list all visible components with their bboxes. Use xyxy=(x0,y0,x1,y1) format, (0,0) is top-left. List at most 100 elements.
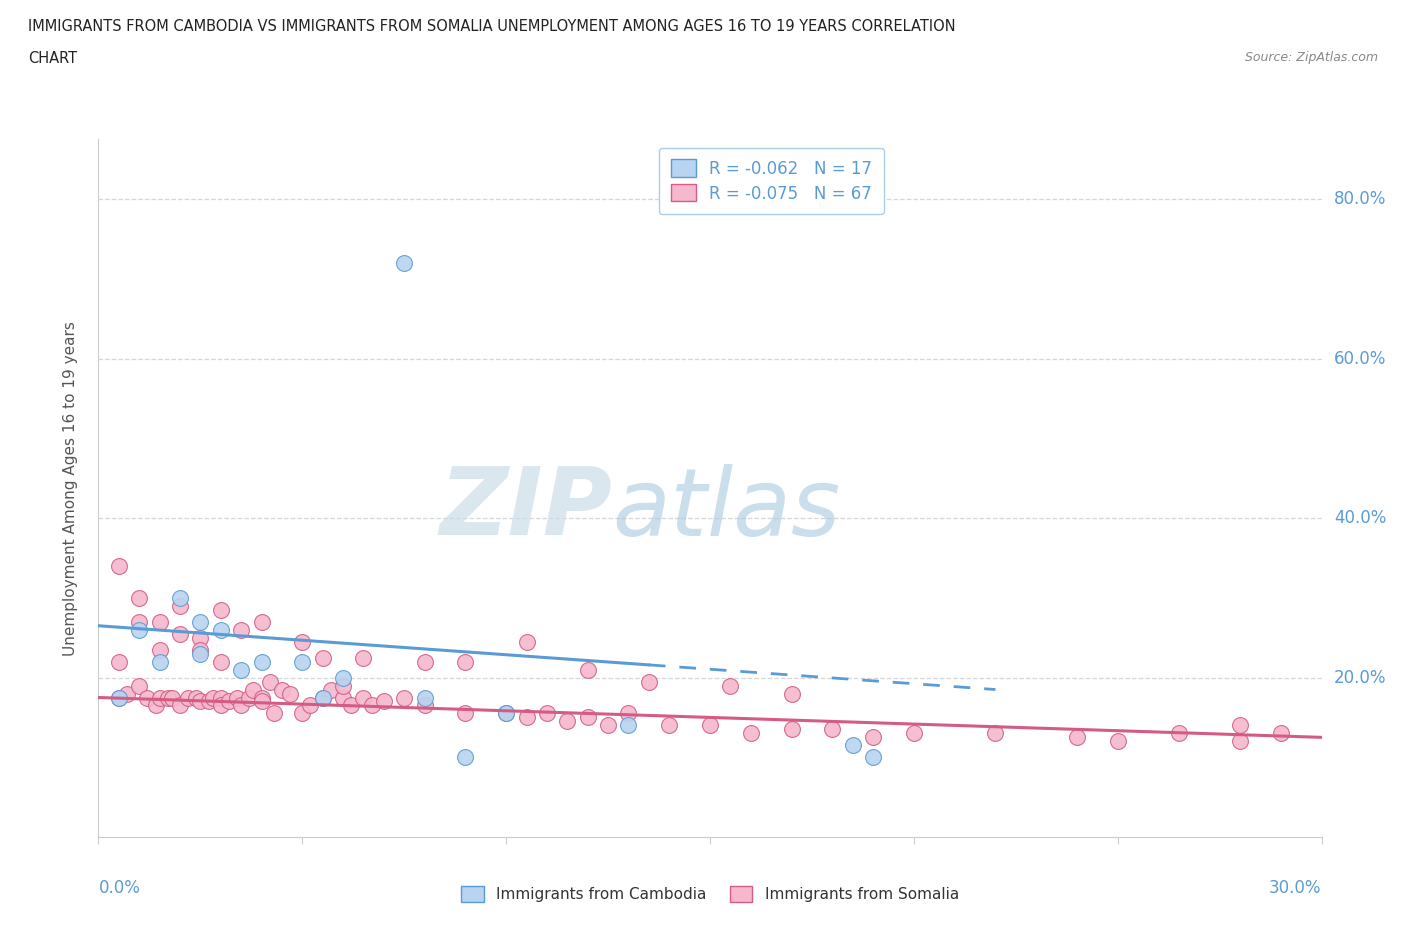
Text: 80.0%: 80.0% xyxy=(1334,191,1386,208)
Point xyxy=(128,678,150,693)
Point xyxy=(340,698,363,713)
Point xyxy=(617,706,640,721)
Point xyxy=(319,682,342,697)
Point xyxy=(209,654,232,669)
Point xyxy=(188,646,212,661)
Text: atlas: atlas xyxy=(612,464,841,554)
Point xyxy=(1107,734,1129,749)
Point xyxy=(1167,726,1189,741)
Point xyxy=(250,615,273,630)
Point xyxy=(454,706,477,721)
Point xyxy=(740,726,762,741)
Point xyxy=(156,690,179,705)
Point xyxy=(299,698,322,713)
Text: 0.0%: 0.0% xyxy=(98,879,141,897)
Point xyxy=(188,631,212,645)
Point xyxy=(1066,730,1088,745)
Point xyxy=(201,690,224,705)
Point xyxy=(128,591,150,605)
Point xyxy=(658,718,681,733)
Point xyxy=(862,730,884,745)
Point xyxy=(332,690,354,705)
Point xyxy=(149,643,172,658)
Point xyxy=(108,559,131,574)
Point xyxy=(617,718,640,733)
Point xyxy=(312,690,335,705)
Point xyxy=(149,690,172,705)
Point xyxy=(516,710,538,724)
Point xyxy=(226,690,249,705)
Point xyxy=(516,634,538,649)
Point xyxy=(352,690,374,705)
Point xyxy=(108,690,131,705)
Point xyxy=(145,698,167,713)
Point xyxy=(231,662,253,677)
Point xyxy=(188,643,212,658)
Point xyxy=(312,690,335,705)
Point xyxy=(1270,726,1292,741)
Point xyxy=(128,615,150,630)
Text: 60.0%: 60.0% xyxy=(1334,350,1386,367)
Point xyxy=(231,698,253,713)
Point xyxy=(332,671,354,685)
Point xyxy=(218,694,240,709)
Text: IMMIGRANTS FROM CAMBODIA VS IMMIGRANTS FROM SOMALIA UNEMPLOYMENT AMONG AGES 16 T: IMMIGRANTS FROM CAMBODIA VS IMMIGRANTS F… xyxy=(28,19,956,33)
Point xyxy=(392,690,416,705)
Point xyxy=(188,694,212,709)
Point xyxy=(821,722,844,737)
Point xyxy=(177,690,200,705)
Point xyxy=(413,698,436,713)
Point xyxy=(149,615,172,630)
Y-axis label: Unemployment Among Ages 16 to 19 years: Unemployment Among Ages 16 to 19 years xyxy=(63,321,77,656)
Point xyxy=(555,714,579,729)
Point xyxy=(231,622,253,637)
Point xyxy=(841,737,863,752)
Point xyxy=(291,654,314,669)
Point xyxy=(413,690,436,705)
Point xyxy=(598,718,620,733)
Point xyxy=(780,722,803,737)
Point xyxy=(291,634,314,649)
Text: 20.0%: 20.0% xyxy=(1334,669,1386,686)
Point xyxy=(270,682,294,697)
Point xyxy=(169,626,191,641)
Point xyxy=(108,690,131,705)
Point xyxy=(259,674,281,689)
Point xyxy=(242,682,264,697)
Point xyxy=(291,706,314,721)
Point xyxy=(250,694,273,709)
Point xyxy=(209,603,232,618)
Point xyxy=(576,710,599,724)
Text: 40.0%: 40.0% xyxy=(1334,509,1386,527)
Point xyxy=(903,726,925,741)
Point xyxy=(413,654,436,669)
Point xyxy=(718,678,742,693)
Text: CHART: CHART xyxy=(28,51,77,66)
Text: 30.0%: 30.0% xyxy=(1270,879,1322,897)
Point xyxy=(250,654,273,669)
Point xyxy=(115,686,138,701)
Point xyxy=(160,690,183,705)
Point xyxy=(454,654,477,669)
Point xyxy=(149,654,172,669)
Text: ZIP: ZIP xyxy=(439,463,612,555)
Point xyxy=(495,706,517,721)
Point xyxy=(984,726,1007,741)
Point xyxy=(186,690,208,705)
Point xyxy=(263,706,285,721)
Point xyxy=(1229,734,1251,749)
Point xyxy=(495,706,517,721)
Point xyxy=(312,650,335,665)
Point xyxy=(250,690,273,705)
Legend: Immigrants from Cambodia, Immigrants from Somalia: Immigrants from Cambodia, Immigrants fro… xyxy=(454,878,966,910)
Point xyxy=(169,598,191,613)
Text: Source: ZipAtlas.com: Source: ZipAtlas.com xyxy=(1244,51,1378,64)
Point xyxy=(360,698,382,713)
Point xyxy=(373,694,395,709)
Point xyxy=(862,750,884,764)
Point xyxy=(128,622,150,637)
Point xyxy=(699,718,721,733)
Point xyxy=(209,690,232,705)
Point xyxy=(454,750,477,764)
Point xyxy=(1229,718,1251,733)
